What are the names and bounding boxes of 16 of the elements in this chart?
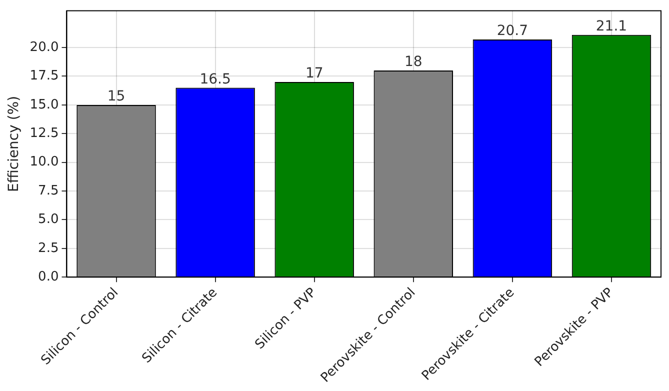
data-label: 20.7	[496, 23, 528, 40]
y-tick-label: 12.5	[30, 126, 59, 142]
y-tick-label: 15.0	[30, 97, 59, 112]
data-label: 15	[107, 88, 126, 105]
y-tick-label: 2.5	[38, 240, 59, 256]
y-axis-title: Efficiency (%)	[6, 96, 22, 192]
data-label: 18	[404, 54, 422, 70]
y-tick-label: 20.0	[30, 40, 59, 55]
data-label: 17	[305, 66, 324, 82]
y-tick-label: 10.0	[30, 154, 59, 170]
data-label: 21.1	[596, 18, 628, 35]
y-tick-label: 5.0	[38, 212, 59, 228]
y-tick-label: 17.5	[30, 68, 59, 84]
y-tick-label: 0.0	[38, 270, 59, 285]
y-tick-label: 7.5	[38, 183, 59, 198]
data-label: 16.5	[200, 71, 231, 88]
